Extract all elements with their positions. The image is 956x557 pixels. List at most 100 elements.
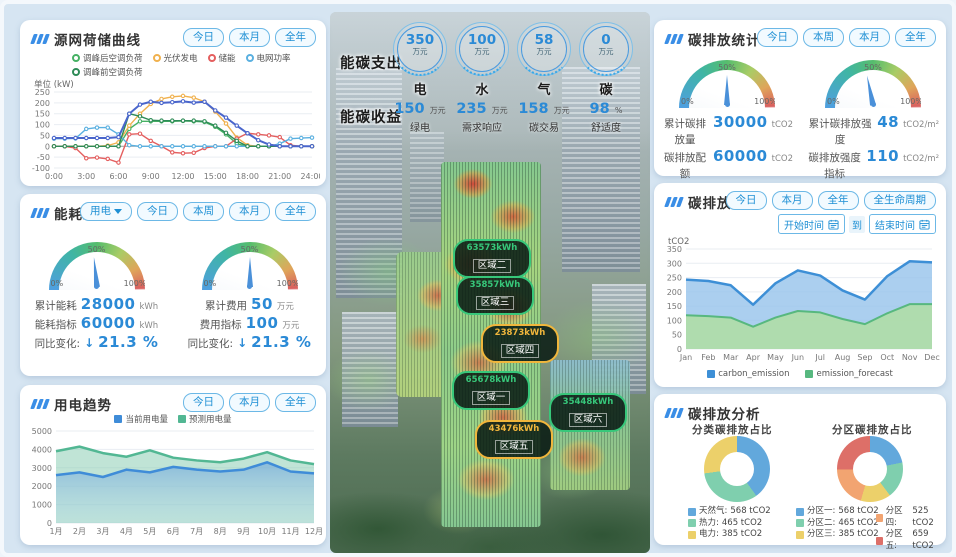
legend-marker [688, 530, 696, 539]
legend-item[interactable]: 分区三: 385 tCO2 [796, 529, 879, 541]
energy-type-dropdown[interactable]: 用电 [80, 202, 132, 221]
legend-item[interactable]: 储能 [207, 52, 236, 64]
year-button[interactable]: 全年 [817, 191, 859, 210]
city-building [342, 312, 398, 427]
svg-text:250: 250 [35, 88, 50, 97]
stat-unit: 万元 [598, 47, 614, 56]
svg-text:4000: 4000 [32, 445, 52, 454]
end-date-input[interactable]: 结束时间 [869, 214, 936, 234]
svg-text:21:00: 21:00 [268, 172, 291, 181]
svg-text:12:00: 12:00 [171, 172, 194, 181]
income-unit: 万元 [429, 106, 446, 115]
month-button[interactable]: 本月 [229, 393, 270, 412]
svg-text:5000: 5000 [32, 427, 52, 436]
zone-pill-5[interactable]: 43476kWh 区域五 [475, 420, 553, 459]
year-button[interactable]: 全年 [895, 28, 936, 47]
income-name: 绿电 [410, 123, 430, 134]
svg-text:9:00: 9:00 [142, 172, 160, 181]
panel-header: 源网荷储曲线 [30, 29, 141, 49]
zone-pill-4[interactable]: 23873kWh 区域四 [481, 324, 559, 363]
y-axis-unit: tCO2 [668, 237, 690, 247]
month-button[interactable]: 本月 [849, 28, 890, 47]
expense-item-electricity: 350 万元 电 [393, 22, 447, 98]
panel-title: 碳排放统计 [688, 33, 761, 49]
legend-item[interactable]: carbon_emission [707, 369, 789, 379]
chevron-down-icon [114, 208, 122, 214]
legend-marker [72, 68, 80, 76]
legend-item[interactable]: 分区二: 465 tCO2 [796, 518, 879, 530]
today-button[interactable]: 今日 [137, 202, 178, 221]
svg-text:50: 50 [40, 131, 50, 140]
zone-pill-6[interactable]: 35448kWh 区域六 [549, 393, 627, 432]
stat-unit: 万元 [536, 47, 552, 56]
svg-text:Jul: Jul [814, 353, 825, 362]
date-to-label: 到 [849, 215, 865, 233]
legend-item[interactable]: 分区四: 525 tCO2 [876, 506, 946, 529]
zone-pill-3[interactable]: 35857kWh 区域三 [456, 276, 534, 315]
donut-chart-category [704, 436, 770, 502]
today-button[interactable]: 今日 [183, 28, 224, 47]
zone-pill-1[interactable]: 65678kWh 区域一 [452, 371, 530, 410]
legend-item[interactable]: 电网功率 [245, 52, 291, 64]
legend-item[interactable]: 分区一: 568 tCO2 [796, 506, 879, 518]
svg-text:150: 150 [35, 110, 50, 119]
svg-text:9月: 9月 [237, 527, 250, 536]
lifecycle-button[interactable]: 全生命周期 [863, 191, 936, 210]
time-filter-buttons: 用电 今日 本周 本月 全年 [80, 202, 316, 221]
legend-marker [207, 54, 216, 62]
donut-title-category: 分类碳排放占比 [692, 424, 773, 436]
svg-text:2000: 2000 [32, 482, 52, 491]
month-button[interactable]: 本月 [229, 28, 270, 47]
zone-pill-2[interactable]: 63573kWh 区域二 [453, 239, 531, 278]
panel-icon [30, 34, 50, 44]
panel-electricity-trend: 用电趋势 今日 本月 全年 当前用电量 预测用电量 0 1000 2000 3000 4… [20, 385, 326, 545]
income-item-comfort: 98 % 舒适度 [578, 98, 634, 134]
legend-item[interactable]: 调峰后空调负荷 [72, 52, 143, 64]
legend-item[interactable]: 当前用电量 [114, 413, 168, 425]
svg-text:200: 200 [35, 99, 50, 108]
income-name: 舒适度 [591, 123, 621, 134]
today-button[interactable]: 今日 [183, 393, 224, 412]
gauge-energy-cost: 0% 50% 100% 累计费用 50 万元 费用指标 100 万元 同比变化: ↓ 21.… [184, 242, 316, 352]
svg-text:12月: 12月 [305, 527, 322, 536]
gauge-arc: 0% 50% 100% [201, 242, 298, 290]
gauge-stats: 累计费用 50 万元 费用指标 100 万元 同比变化: ↓ 21.3 % [187, 295, 312, 351]
legend-item[interactable]: 电力: 385 tCO2 [688, 529, 771, 541]
svg-text:4月: 4月 [120, 527, 133, 536]
donut-legend-zone-col1: 分区一: 568 tCO2 分区二: 465 tCO2 分区三: 385 tCO2 [796, 506, 879, 541]
gauge-pivot [247, 284, 252, 289]
svg-text:Nov: Nov [902, 353, 918, 362]
week-button[interactable]: 本周 [803, 28, 844, 47]
legend-item[interactable]: 热力: 465 tCO2 [688, 518, 771, 530]
start-date-input[interactable]: 开始时间 [778, 214, 845, 234]
stat-value: 0 [601, 32, 611, 48]
chart-legend: carbon_emission emission_forecast [654, 369, 946, 379]
panel-icon [664, 408, 684, 418]
year-button[interactable]: 全年 [275, 28, 316, 47]
area-chart: 0 50 100 150 200 250 300 350 Jan Feb Mar Apr May Jun J… [667, 245, 940, 362]
stat-name: 电 [413, 83, 427, 98]
income-item-green-power: 150 万元 绿电 [392, 98, 448, 134]
legend-item[interactable]: 光伏发电 [152, 52, 198, 64]
stat-value: 58 [534, 32, 554, 48]
panel-title: 用电趋势 [54, 398, 112, 414]
svg-text:Sep: Sep [857, 353, 872, 362]
month-button[interactable]: 本月 [771, 191, 813, 210]
income-unit: 万元 [491, 106, 508, 115]
stat-unit: 万元 [474, 47, 490, 56]
stat-name: 水 [475, 83, 489, 98]
legend-item[interactable]: emission_forecast [805, 369, 893, 379]
today-button[interactable]: 今日 [757, 28, 798, 47]
week-button[interactable]: 本周 [183, 202, 224, 221]
svg-text:11月: 11月 [281, 527, 299, 536]
income-row: 150 万元 绿电 235 万元 需求响应 158 万元 碳交易 98 % 舒适… [392, 98, 634, 134]
year-button[interactable]: 全年 [275, 393, 316, 412]
legend-item[interactable]: 预测用电量 [178, 413, 232, 425]
legend-item[interactable]: 天然气: 568 tCO2 [688, 506, 771, 518]
year-button[interactable]: 全年 [275, 202, 316, 221]
today-button[interactable]: 今日 [725, 191, 767, 210]
legend-item[interactable]: 分区五: 659 tCO2 [876, 529, 946, 552]
legend-item[interactable]: 调峰前空调负荷 [72, 66, 143, 78]
month-button[interactable]: 本月 [229, 202, 270, 221]
